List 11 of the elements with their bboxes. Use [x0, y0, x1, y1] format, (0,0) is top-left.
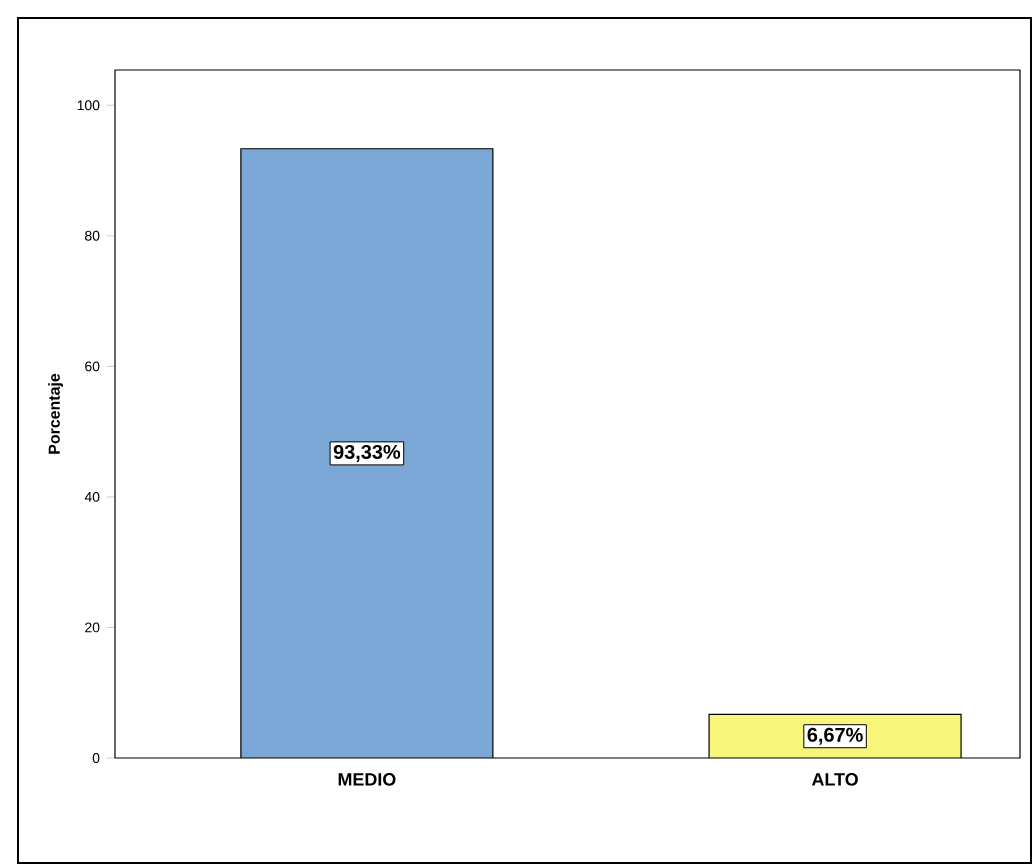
x-tick-label: ALTO [811, 773, 858, 786]
x-tick-label: MEDIO [338, 773, 396, 786]
y-axis-title: Porcentaje [48, 373, 64, 454]
y-tick-label: 40 [84, 491, 100, 502]
y-tick-label: 20 [85, 622, 100, 633]
y-tick-label: 0 [92, 753, 100, 763]
y-tick-label: 80 [85, 230, 100, 241]
y-tick-label: 100 [77, 100, 100, 111]
y-tick-label: 60 [85, 361, 100, 372]
data-label: 6,67% [807, 727, 863, 745]
data-label: 93,33% [333, 444, 401, 462]
